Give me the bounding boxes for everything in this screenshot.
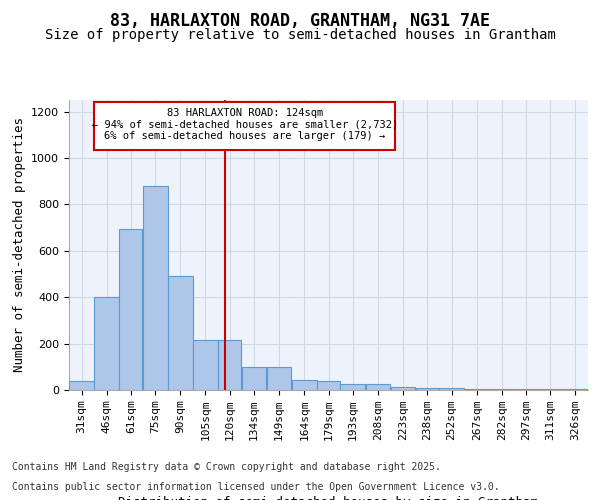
Bar xyxy=(69,380,94,390)
Bar xyxy=(292,380,317,390)
Bar xyxy=(563,389,588,390)
Bar xyxy=(515,389,538,390)
Bar xyxy=(538,389,563,390)
Text: 83, HARLAXTON ROAD, GRANTHAM, NG31 7AE: 83, HARLAXTON ROAD, GRANTHAM, NG31 7AE xyxy=(110,12,490,30)
Text: 6% of semi-detached houses are larger (179) →: 6% of semi-detached houses are larger (1… xyxy=(104,132,385,141)
Text: 83 HARLAXTON ROAD: 124sqm: 83 HARLAXTON ROAD: 124sqm xyxy=(167,108,323,118)
FancyBboxPatch shape xyxy=(94,102,395,150)
Bar xyxy=(193,340,218,390)
Bar xyxy=(143,186,167,390)
Bar xyxy=(119,229,142,390)
Text: ← 94% of semi-detached houses are smaller (2,732): ← 94% of semi-detached houses are smalle… xyxy=(92,120,398,130)
Bar xyxy=(490,389,514,390)
Text: Contains HM Land Registry data © Crown copyright and database right 2025.: Contains HM Land Registry data © Crown c… xyxy=(12,462,441,472)
Bar xyxy=(365,384,390,390)
Bar xyxy=(464,389,489,390)
X-axis label: Distribution of semi-detached houses by size in Grantham: Distribution of semi-detached houses by … xyxy=(119,496,539,500)
Bar xyxy=(168,276,193,390)
Bar xyxy=(218,340,241,390)
Y-axis label: Number of semi-detached properties: Number of semi-detached properties xyxy=(13,118,26,372)
Bar xyxy=(416,388,439,390)
Bar xyxy=(242,367,266,390)
Bar xyxy=(391,386,415,390)
Bar xyxy=(267,367,292,390)
Bar xyxy=(439,388,464,390)
Text: Contains public sector information licensed under the Open Government Licence v3: Contains public sector information licen… xyxy=(12,482,500,492)
Text: Size of property relative to semi-detached houses in Grantham: Size of property relative to semi-detach… xyxy=(44,28,556,42)
Bar xyxy=(340,384,365,390)
Bar xyxy=(94,297,119,390)
Bar xyxy=(317,380,340,390)
